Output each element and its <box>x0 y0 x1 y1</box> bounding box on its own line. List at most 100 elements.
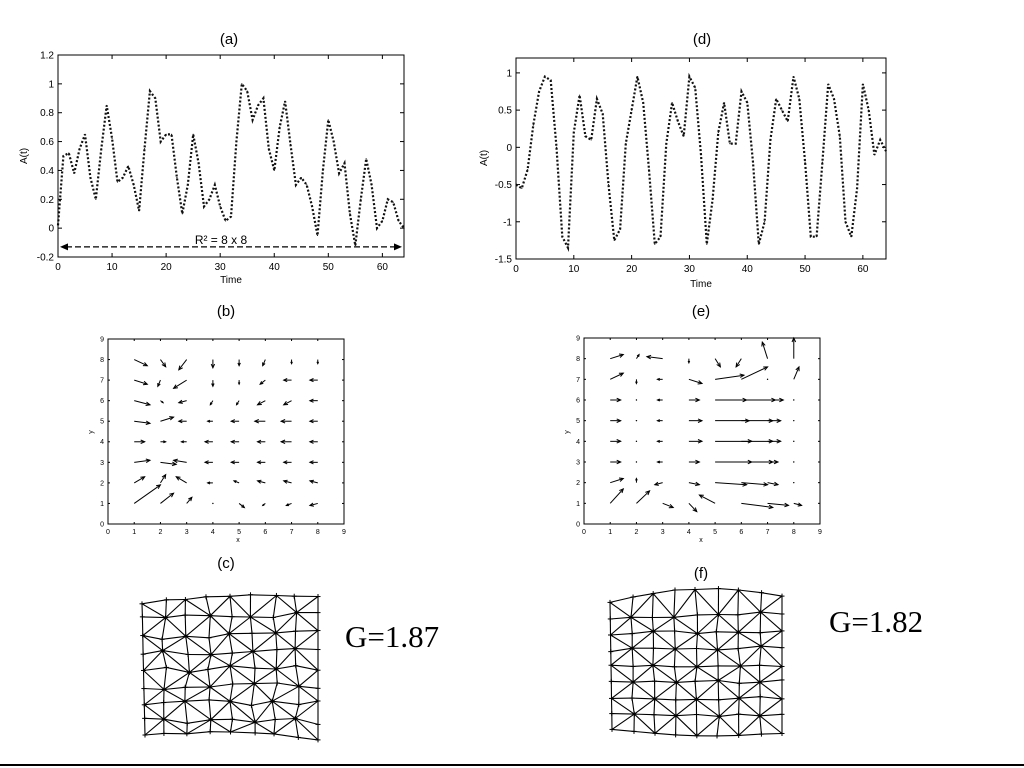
panel-a-data-point <box>306 184 308 186</box>
panel-a-data-point <box>387 198 389 200</box>
mesh-edge <box>272 595 277 618</box>
arrow-head <box>188 496 193 502</box>
panel-a-annotation-arrowhead-left <box>60 243 68 251</box>
panel-b-ticks: 0 1 2 3 4 5 6 7 8 9 0 1 2 3 4 5 6 7 8 9 <box>100 336 346 536</box>
field-arrow <box>688 502 698 513</box>
mesh-edge <box>631 682 634 699</box>
field-arrow <box>206 481 213 485</box>
panel-d-data-point <box>590 139 592 141</box>
arrow-shaft <box>257 400 266 406</box>
panel-d-data-point <box>769 139 771 141</box>
panel-e-y-tick-label: 0 <box>576 521 580 528</box>
mesh-edge <box>187 719 211 724</box>
panel-a-series <box>56 80 405 247</box>
arrow-shaft <box>741 366 768 380</box>
mesh-edge <box>675 698 697 717</box>
field-arrow <box>610 439 622 444</box>
panel-d-x-tick-label: 50 <box>800 264 812 275</box>
mesh-edge <box>185 596 207 601</box>
mesh-edge <box>718 588 739 591</box>
panel-d-data-point <box>648 169 650 171</box>
panel-b-x-tick-label: 8 <box>316 529 320 536</box>
panel-d-y-tick-label: 0.5 <box>498 106 512 117</box>
mesh-edge <box>632 664 654 683</box>
field-arrow <box>172 379 187 389</box>
mesh-edge <box>761 645 783 649</box>
panel-d-data-point <box>879 139 881 141</box>
arrow-head <box>616 439 622 444</box>
mesh-edge <box>144 732 164 736</box>
mesh-edge <box>228 633 254 652</box>
arrow-shaft <box>134 459 151 463</box>
mesh-edge <box>277 682 299 687</box>
mesh-edge <box>253 668 256 684</box>
mesh-edge <box>652 630 676 650</box>
mesh-edge <box>296 612 319 632</box>
panel-d-series-line <box>515 72 887 252</box>
arrow-shaft <box>610 372 624 380</box>
field-arrow <box>229 439 240 444</box>
mesh-edge <box>740 665 761 683</box>
panel-d-data-point <box>862 83 864 85</box>
mesh-edge <box>209 686 231 702</box>
arrow-shaft <box>173 379 187 389</box>
panel-e-x-tick-label: 5 <box>713 529 717 536</box>
mesh-edge <box>653 714 676 717</box>
mesh-edge <box>694 681 697 700</box>
arrow-shaft <box>160 474 167 484</box>
mesh-edge <box>144 718 165 736</box>
mesh-edge <box>207 665 231 670</box>
mesh-edge <box>760 645 783 667</box>
panel-d-y-tick-label: 1 <box>506 68 512 79</box>
field-arrow <box>767 397 785 403</box>
panel-d-label: (d) <box>693 31 711 48</box>
mesh-edge <box>653 698 656 715</box>
panel-d-data-point <box>573 131 575 134</box>
panel-a-data-point <box>219 205 221 208</box>
mesh-edge <box>295 717 319 725</box>
mesh-edge <box>759 679 783 683</box>
panel-d-data-point <box>781 109 783 111</box>
field-arrow <box>610 353 625 360</box>
arrow-head <box>656 377 661 381</box>
panel-c-mesh <box>139 592 321 743</box>
mesh-edge <box>208 633 230 639</box>
panel-d-data-point <box>602 113 604 115</box>
panel-d-data-point <box>607 183 610 186</box>
arrow-head <box>695 397 701 403</box>
field-arrow <box>261 503 266 507</box>
field-arrow <box>715 373 746 380</box>
panel-a-data-point <box>338 172 340 174</box>
mesh-edge <box>675 682 677 700</box>
panel-a-x-tick-label: 50 <box>323 262 335 273</box>
panel-d-data-point <box>729 143 731 145</box>
mesh-edge <box>654 715 677 734</box>
panel-b-x-axis-label: x <box>236 537 240 544</box>
panel-d-x-tick-label: 20 <box>626 264 638 275</box>
arrow-head <box>256 400 262 406</box>
mesh-edge <box>162 650 189 656</box>
mesh-edge <box>715 614 719 632</box>
panel-d-x-tick-label: 40 <box>742 264 754 275</box>
mesh-edge <box>161 617 167 640</box>
arrow-dot <box>635 461 638 463</box>
panel-d-data-point <box>706 243 708 245</box>
mesh-edge <box>610 633 633 636</box>
field-arrow <box>256 479 266 484</box>
mesh-edge <box>276 665 296 670</box>
field-arrow <box>767 502 790 508</box>
arrow-head <box>308 398 314 403</box>
mesh-edge <box>271 701 276 720</box>
arrow-shaft <box>309 502 318 506</box>
panel-a-data-point <box>62 155 65 157</box>
mesh-edge <box>715 631 719 650</box>
mesh-edge <box>716 649 719 666</box>
mesh-edge <box>611 681 634 699</box>
mesh-edge <box>185 635 210 639</box>
bottom-rule <box>0 764 1024 766</box>
mesh-edge <box>654 681 677 700</box>
mesh-edge <box>673 666 677 683</box>
mesh-edge <box>294 648 319 671</box>
arrow-shaft <box>761 341 769 359</box>
mesh-edge <box>163 718 188 724</box>
